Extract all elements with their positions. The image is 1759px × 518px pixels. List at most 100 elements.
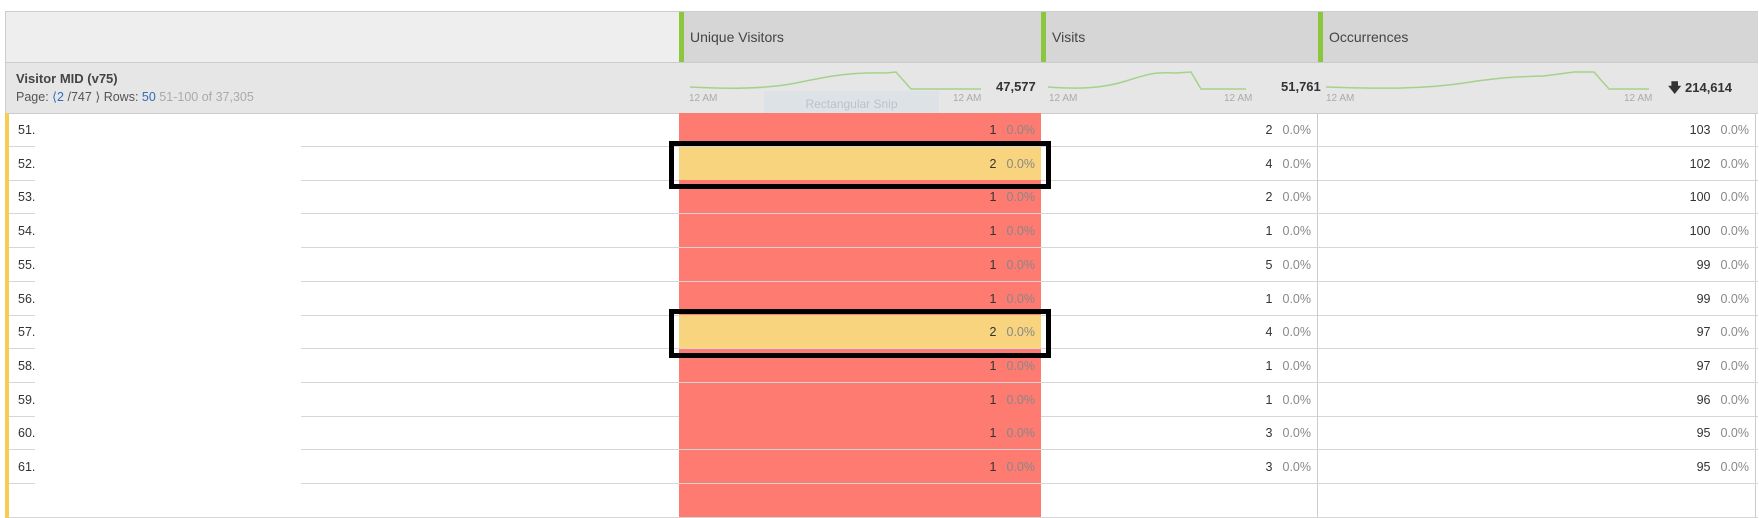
value: 103 [1689,123,1711,137]
unique-visitors-cell: 1 0.0% [679,214,1041,248]
row-marker [5,483,9,518]
value: 100 [1689,190,1711,205]
value: 96 [1696,392,1711,407]
column-label: Visits [1052,29,1086,45]
percent: 0.0% [1720,325,1750,340]
occurrences-cell: 103 0.0% [1318,113,1756,146]
percent: 0.0% [1282,358,1312,373]
value: 1 [1265,392,1273,407]
percent: 0.0% [1006,460,1036,474]
rows-label: Rows: [103,90,139,104]
rows-select[interactable]: 50 [141,90,156,104]
row-divider-gap [35,213,301,215]
page-count: /747 [67,90,92,104]
percent: 0.0% [1282,291,1312,306]
percent: 0.0% [1282,156,1312,171]
percent: 0.0% [1720,358,1750,373]
visits-cell: 1 0.0% [1041,281,1318,315]
table-row[interactable]: 51. 1 0.0% 2 0.0% 103 0.0% [5,113,1758,147]
percent: 0.0% [1006,426,1036,441]
summary-row: Visitor MID (v75) Page: ⟨2 /747 ⟩ Rows: … [6,63,1758,114]
visits-cell: 4 0.0% [1041,315,1318,349]
column-total: 47,577 [996,79,1036,94]
table-row[interactable]: 57. 2 0.0% 4 0.0% 97 0.0% [5,315,1758,350]
value: 95 [1696,460,1711,474]
value: 1 [989,291,997,306]
percent: 0.0% [1720,460,1750,474]
visits-cell: 1 0.0% [1041,214,1318,248]
visits-cell: 5 0.0% [1041,247,1318,281]
row-divider-gap [35,449,301,451]
visits-cell [1041,483,1318,517]
percent: 0.0% [1282,257,1312,272]
row-divider-gap [35,146,301,147]
table-row[interactable]: 55. 1 0.0% 5 0.0% 99 0.0% [5,247,1758,282]
occurrences-cell: 102 0.0% [1318,146,1756,180]
row-range: 51-100 of 37,305 [159,90,254,104]
visits-cell: 3 0.0% [1041,416,1318,450]
visits-cell: 2 0.0% [1041,180,1318,214]
percent: 0.0% [1006,156,1036,171]
dimension-title: Visitor MID (v75) [16,71,118,86]
unique-visitors-cell: 1 0.0% [679,450,1041,483]
value: 1 [989,426,997,441]
occurrences-cell: 96 0.0% [1318,382,1756,416]
percent: 0.0% [1006,291,1036,306]
row-number: 61. [18,460,36,474]
row-number: 55. [18,257,36,272]
sparkline-tick: 12 AM [689,93,718,104]
percent: 0.0% [1282,224,1312,239]
row-number: 52. [18,156,36,171]
row-number: 57. [18,325,36,340]
sparkline-occurrences [1325,71,1649,90]
percent: 0.0% [1006,392,1036,407]
percent: 0.0% [1720,291,1750,306]
column-total: 51,761 [1281,79,1321,94]
table-header: Unique Visitors Visits Occurrences [6,12,1758,63]
row-marker [5,348,9,383]
percent: 0.0% [1006,123,1036,137]
sparkline-tick: 12 AM [1049,93,1078,104]
sparkline-tick: 12 AM [1326,93,1355,104]
table-row[interactable]: 61. 1 0.0% 3 0.0% 95 0.0% [5,450,1758,484]
value: 1 [989,123,997,137]
column-header-unique-visitors[interactable]: Unique Visitors [679,12,1041,62]
unique-visitors-cell: 2 0.0% [679,315,1041,349]
row-marker [5,450,9,484]
sparkline-visits [1047,71,1246,90]
percent: 0.0% [1720,392,1750,407]
table-row[interactable]: 59. 1 0.0% 1 0.0% 96 0.0% [5,382,1758,417]
percent: 0.0% [1006,224,1036,239]
table-row[interactable]: 60. 1 0.0% 3 0.0% 95 0.0% [5,416,1758,451]
column-total: 214,614 [1685,80,1732,95]
unique-visitors-cell: 1 0.0% [679,113,1041,146]
value: 1 [989,224,997,239]
value: 102 [1689,156,1711,171]
row-number: 53. [18,190,36,205]
column-total-occurrences[interactable]: 🡇 214,614 [1668,79,1732,101]
percent: 0.0% [1720,156,1750,171]
value: 1 [989,257,997,272]
next-page-icon[interactable]: ⟩ [95,90,101,104]
table-row[interactable]: 54. 1 0.0% 1 0.0% 100 0.0% [5,214,1758,249]
row-marker [5,214,9,249]
row-divider-gap [35,348,301,350]
visits-cell: 2 0.0% [1041,113,1318,146]
percent: 0.0% [1282,460,1312,474]
occurrences-cell: 100 0.0% [1318,180,1756,214]
occurrences-cell: 99 0.0% [1318,247,1756,281]
percent: 0.0% [1720,224,1750,239]
arrow-down-icon[interactable]: 🡇 [1668,80,1682,95]
column-header-visits[interactable]: Visits [1041,12,1318,62]
percent: 0.0% [1282,123,1312,137]
row-number: 58. [18,358,36,373]
sparkline-tick: 12 AM [1224,93,1253,104]
value: 97 [1696,325,1711,340]
sparkline-unique-visitors [689,71,981,90]
value: 1 [989,190,997,205]
visits-cell: 4 0.0% [1041,146,1318,180]
prev-page-icon[interactable]: ⟨ [52,90,58,104]
table-row[interactable]: 52. 2 0.0% 4 0.0% 102 0.0% [5,146,1758,181]
page-input[interactable]: 2 [57,90,64,104]
column-header-occurrences[interactable]: Occurrences [1318,12,1758,62]
